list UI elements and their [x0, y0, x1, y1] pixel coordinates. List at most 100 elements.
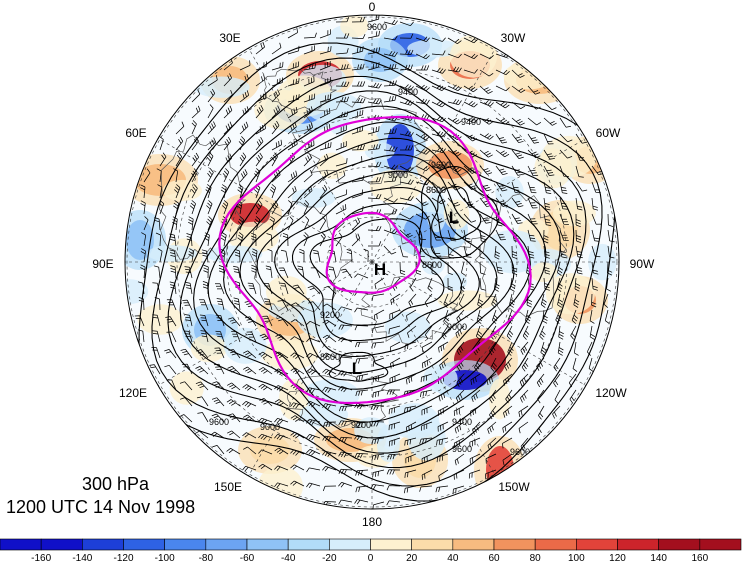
wind-barb	[243, 366, 257, 375]
wind-barb	[420, 389, 433, 398]
wind-barb	[319, 77, 331, 87]
wind-barb	[431, 50, 446, 56]
wind-barb	[463, 69, 478, 74]
wind-barb	[367, 161, 382, 167]
wind-barb	[507, 341, 514, 356]
wind-barb	[444, 309, 450, 324]
wind-barb	[495, 69, 510, 76]
wind-barb	[291, 302, 305, 311]
wind-barb	[207, 168, 214, 183]
wind-barb	[406, 309, 417, 321]
wind-barb	[543, 197, 551, 211]
anomaly-shade	[364, 48, 396, 72]
wind-barb	[335, 48, 349, 55]
wind-barb	[447, 181, 461, 191]
wind-barb	[335, 16, 350, 23]
wind-barb	[271, 61, 284, 71]
wind-barb	[447, 149, 462, 157]
wind-barb	[335, 141, 347, 151]
wind-barb	[495, 117, 510, 125]
wind-barb	[431, 131, 446, 138]
wind-barb	[239, 169, 248, 183]
wind-barb	[558, 325, 564, 340]
wind-barb	[335, 189, 348, 199]
wind-barb	[290, 319, 305, 327]
low-pressure-label: L	[449, 208, 459, 227]
wind-barb	[447, 37, 462, 45]
colorbar-box	[40, 538, 83, 551]
wind-barb	[487, 421, 497, 435]
wind-barb	[322, 352, 337, 359]
wind-barb	[290, 402, 305, 409]
wind-barb	[490, 357, 497, 372]
colorbar-box	[246, 538, 289, 551]
wind-barb	[312, 249, 321, 263]
anomaly-shade	[529, 262, 558, 283]
longitude-label-180: 180	[362, 515, 382, 529]
longitude-label-150w: 150W	[498, 480, 530, 494]
wind-barb	[258, 433, 273, 441]
wind-barb	[463, 37, 478, 44]
wind-barb	[319, 61, 331, 71]
wind-barb	[266, 233, 273, 247]
wind-barb	[351, 125, 364, 135]
wind-barb	[479, 181, 492, 192]
wind-barb	[572, 357, 578, 372]
wind-barb	[239, 121, 249, 135]
wind-barb	[191, 120, 197, 135]
wind-barb	[574, 277, 581, 292]
wind-barb	[211, 397, 225, 407]
wind-barb	[356, 373, 369, 382]
wind-barb	[264, 298, 273, 311]
wind-barb	[415, 98, 430, 105]
wind-barb	[415, 148, 430, 155]
wind-barb	[390, 293, 401, 305]
wind-barb	[527, 181, 537, 194]
wind-barb	[520, 341, 529, 355]
contour-label: 9600	[431, 160, 451, 170]
wind-barb	[543, 117, 557, 126]
wind-barb	[471, 389, 481, 403]
wind-barb	[575, 197, 583, 211]
wind-barb	[606, 277, 612, 292]
wind-barb	[399, 179, 414, 185]
wind-barb	[351, 97, 366, 104]
wind-barb	[495, 101, 510, 109]
colorbar-box	[205, 538, 248, 551]
wind-barb	[431, 100, 446, 108]
wind-barb	[251, 264, 257, 279]
wind-barb	[559, 229, 569, 241]
wind-barb	[559, 181, 568, 194]
wind-barb	[207, 88, 216, 103]
wind-barb	[262, 315, 273, 327]
wind-barb	[255, 200, 263, 215]
meridian-line	[248, 261, 373, 477]
wind-barb	[415, 133, 430, 141]
wind-barb	[522, 325, 530, 340]
wind-barb	[557, 341, 564, 356]
wind-barb	[143, 168, 151, 183]
wind-barb	[287, 61, 300, 71]
wind-barb	[338, 405, 353, 412]
wind-barb	[421, 453, 433, 464]
height-contour	[291, 202, 463, 342]
wind-barb	[169, 249, 177, 263]
wind-barb	[399, 229, 413, 238]
wind-barb	[383, 261, 389, 276]
wind-barb	[400, 145, 414, 151]
wind-barb	[389, 373, 401, 384]
high-pressure-label: H	[374, 260, 386, 279]
longitude-label-120w: 120W	[595, 386, 627, 400]
wind-barb	[447, 261, 454, 276]
wind-barb	[207, 75, 218, 87]
wind-barb	[335, 63, 349, 71]
wind-barb	[527, 149, 541, 159]
wind-barb	[269, 184, 277, 199]
wind-barb	[251, 248, 258, 263]
wind-barb	[553, 373, 561, 388]
wind-barb	[236, 200, 243, 215]
wind-barb	[543, 149, 555, 160]
wind-barb	[456, 341, 465, 356]
wind-barb	[421, 469, 433, 480]
wind-barb	[415, 197, 429, 207]
